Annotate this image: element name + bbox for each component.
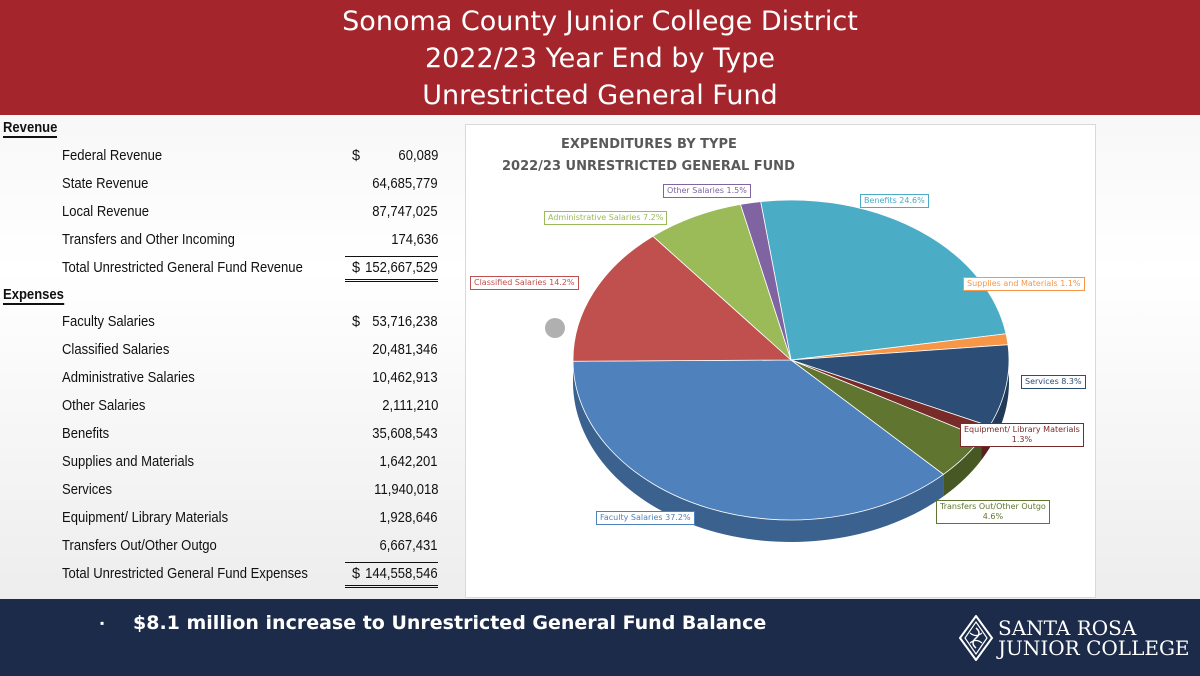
table-row: Other Salaries 2,111,210 <box>0 398 450 418</box>
pie-side-faculty-salaries <box>573 361 944 542</box>
row-label: Supplies and Materials <box>62 454 195 470</box>
row-amount: 1,642,201 <box>379 454 438 470</box>
row-amount: 53,716,238 <box>372 314 438 330</box>
data-label-supplies-materials: Supplies and Materials 1.1% <box>963 277 1085 291</box>
table-row: Federal Revenue $ 60,089 <box>0 148 450 168</box>
row-amount: 144,558,546 <box>365 566 438 582</box>
table-row: Supplies and Materials 1,642,201 <box>0 454 450 474</box>
row-label: Administrative Salaries <box>62 370 195 386</box>
data-label-other-salaries: Other Salaries 1.5% <box>663 184 751 198</box>
row-label: Federal Revenue <box>62 148 163 164</box>
row-currency: $ <box>352 260 361 276</box>
pie-slice-classified-salaries <box>572 235 793 362</box>
table-row: State Revenue 64,685,779 <box>0 176 450 196</box>
title-line-2: 2022/23 Year End by Type <box>424 43 776 74</box>
data-label-line: Equipment/ Library Materials <box>964 425 1080 434</box>
pie-chart <box>572 199 1010 542</box>
row-amount: 2,111,210 <box>381 398 438 414</box>
data-label-services: Services 8.3% <box>1021 375 1086 389</box>
row-label: Total Unrestricted General Fund Expenses <box>62 566 308 582</box>
data-label-benefits: Benefits 24.6% <box>860 194 929 208</box>
row-amount: 6,667,431 <box>379 538 438 554</box>
table-row: Classified Salaries 20,481,346 <box>0 342 450 362</box>
data-label-line: Transfers Out/Other Outgo <box>940 502 1046 511</box>
row-currency: $ <box>352 314 361 330</box>
row-label: Services <box>62 482 113 498</box>
row-currency: $ <box>352 566 361 582</box>
chart-subtitle: 2022/23 UNRESTRICTED GENERAL FUND <box>502 159 795 174</box>
chart-title: EXPENDITURES BY TYPE <box>561 137 737 152</box>
logo-line-2: JUNIOR COLLEGE <box>998 636 1190 660</box>
expenses-total-row: Total Unrestricted General Fund Expenses… <box>0 562 450 588</box>
pie-slice-faculty-salaries <box>572 359 945 521</box>
college-logo: SANTA ROSA JUNIOR COLLEGE <box>958 615 1190 665</box>
data-label-line: 1.3% <box>1011 435 1033 444</box>
title-line-1: Sonoma County Junior College District <box>342 6 858 37</box>
data-label-transfers-out: Transfers Out/Other Outgo 4.6% <box>936 500 1050 524</box>
row-amount: 10,462,913 <box>372 370 438 386</box>
row-label: Faculty Salaries <box>62 314 155 330</box>
row-currency: $ <box>352 148 361 164</box>
row-amount: 152,667,529 <box>365 260 438 276</box>
row-label: Equipment/ Library Materials <box>62 510 229 526</box>
row-label: State Revenue <box>62 176 149 192</box>
pie-slice-benefits <box>760 199 1007 361</box>
pie-slice-other-salaries <box>739 201 792 361</box>
logo-line-1: SANTA ROSA <box>998 616 1137 640</box>
row-amount: 35,608,543 <box>372 426 438 442</box>
slide-footer: ▪ $8.1 million increase to Unrestricted … <box>0 599 1200 676</box>
bullet-icon: ▪ <box>100 616 105 630</box>
table-row: Benefits 35,608,543 <box>0 426 450 446</box>
table-row: Services 11,940,018 <box>0 482 450 502</box>
footer-note: $8.1 million increase to Unrestricted Ge… <box>133 612 767 634</box>
slide-header: Sonoma County Junior College District 20… <box>0 0 1200 115</box>
row-amount: 60,089 <box>398 148 438 164</box>
revenue-total-row: Total Unrestricted General Fund Revenue … <box>0 256 450 282</box>
row-label: Classified Salaries <box>62 342 170 358</box>
pointer-dot-icon <box>545 318 565 338</box>
table-row: Administrative Salaries 10,462,913 <box>0 370 450 390</box>
data-label-equipment-library: Equipment/ Library Materials 1.3% <box>960 423 1084 447</box>
title-line-3: Unrestricted General Fund <box>422 80 778 111</box>
data-label-line: 4.6% <box>982 512 1004 521</box>
row-amount: 1,928,646 <box>379 510 438 526</box>
row-label: Benefits <box>62 426 110 442</box>
pie-chart-panel: EXPENDITURES BY TYPE 2022/23 UNRESTRICTE… <box>465 124 1096 598</box>
row-label: Local Revenue <box>62 204 150 220</box>
row-label: Total Unrestricted General Fund Revenue <box>62 260 303 276</box>
row-amount: 174,636 <box>390 232 438 248</box>
table-row: Transfers Out/Other Outgo 6,667,431 <box>0 538 450 558</box>
table-row: Local Revenue 87,747,025 <box>0 204 450 224</box>
table-row: Transfers and Other Incoming 174,636 <box>0 232 450 252</box>
row-amount: 64,685,779 <box>372 176 438 192</box>
total-underline <box>345 256 438 282</box>
row-amount: 11,940,018 <box>373 482 438 498</box>
row-label: Other Salaries <box>62 398 146 414</box>
row-amount: 20,481,346 <box>372 342 438 358</box>
table-row: Equipment/ Library Materials 1,928,646 <box>0 510 450 530</box>
total-underline <box>345 562 438 588</box>
pie-slice-administrative-salaries <box>652 203 792 362</box>
pie-side-transfers-out-other-outgo <box>943 437 982 497</box>
data-label-classified-salaries: Classified Salaries 14.2% <box>470 276 579 290</box>
data-label-faculty-salaries: Faculty Salaries 37.2% <box>596 511 695 525</box>
row-amount: 87,747,025 <box>372 204 438 220</box>
row-label: Transfers Out/Other Outgo <box>62 538 217 554</box>
data-label-administrative-salaries: Administrative Salaries 7.2% <box>544 211 668 225</box>
revenue-heading: Revenue <box>3 120 58 138</box>
table-row: Faculty Salaries $ 53,716,238 <box>0 314 450 334</box>
row-label: Transfers and Other Incoming <box>62 232 235 248</box>
expenses-heading: Expenses <box>3 287 64 305</box>
college-seal-icon <box>958 615 994 661</box>
pie-side-services <box>989 344 1009 449</box>
